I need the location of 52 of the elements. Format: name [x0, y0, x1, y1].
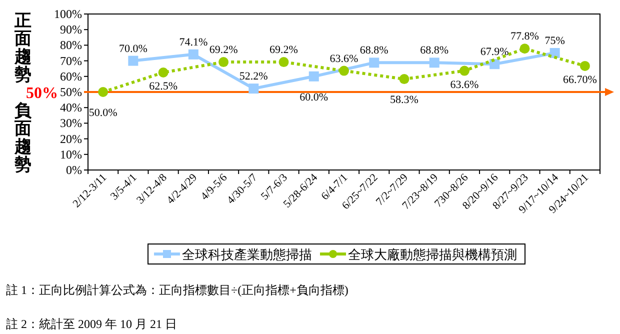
- y-tick-label: 0%: [66, 163, 82, 177]
- y-tick-label: 80%: [60, 38, 82, 52]
- legend-label: 全球大廠動態掃描與機構預測: [348, 247, 517, 262]
- data-label: 68.8%: [360, 44, 388, 57]
- data-label: 63.6%: [450, 78, 479, 91]
- point: [98, 87, 108, 97]
- y-tick-label: 70%: [60, 54, 82, 68]
- y-tick-label: 100%: [54, 7, 82, 21]
- data-label: 77.8%: [510, 30, 539, 43]
- data-label: 70.0%: [118, 42, 148, 55]
- point: [128, 56, 138, 66]
- y-tick-label: 60%: [60, 69, 82, 84]
- data-label: 66.70%: [563, 74, 597, 86]
- point: [278, 57, 289, 68]
- text: 註 2：統計至 2009 年 10 月 21 日: [6, 317, 177, 331]
- point: [218, 57, 229, 68]
- point: [520, 44, 530, 54]
- text: 註 1：正向比例計算公式為：正向指標數目÷(正向指標+負向指標): [6, 283, 348, 297]
- point: [550, 48, 560, 58]
- y-tick-label: 90%: [60, 22, 82, 37]
- data-label: 58.3%: [390, 94, 418, 106]
- point: [308, 71, 319, 82]
- point: [399, 74, 410, 84]
- point: [339, 66, 349, 76]
- data-label: 68.8%: [420, 44, 449, 57]
- point: [429, 58, 440, 68]
- data-label: 63.6%: [330, 52, 358, 65]
- legend-label: 全球科技產業動態掃描: [182, 247, 312, 262]
- point: [490, 59, 500, 70]
- point: [580, 60, 590, 71]
- data-label: 52.2%: [239, 70, 268, 83]
- point: [188, 49, 198, 60]
- point: [248, 84, 259, 94]
- data-label: 60.0%: [300, 91, 328, 104]
- text: 正面趨勢: [14, 11, 32, 84]
- y-tick-label: 40%: [60, 100, 82, 115]
- y-tick-label: 10%: [60, 147, 82, 162]
- data-label: 69.2%: [270, 44, 298, 56]
- y-tick-label: 50%: [60, 85, 82, 99]
- point: [158, 68, 168, 78]
- ref-line-label: 50%: [26, 85, 58, 102]
- y-tick-label: 20%: [60, 132, 82, 146]
- data-label: 67.9%: [480, 46, 509, 58]
- data-label: 50.0%: [88, 107, 118, 119]
- data-label: 62.5%: [149, 80, 178, 92]
- point: [369, 58, 380, 68]
- point: [459, 66, 470, 76]
- text: 負面趨勢: [14, 101, 32, 174]
- data-label: 75%: [544, 35, 565, 47]
- y-tick-label: 30%: [60, 116, 82, 130]
- data-label: 74.1%: [179, 36, 208, 48]
- data-label: 69.2%: [209, 44, 238, 56]
